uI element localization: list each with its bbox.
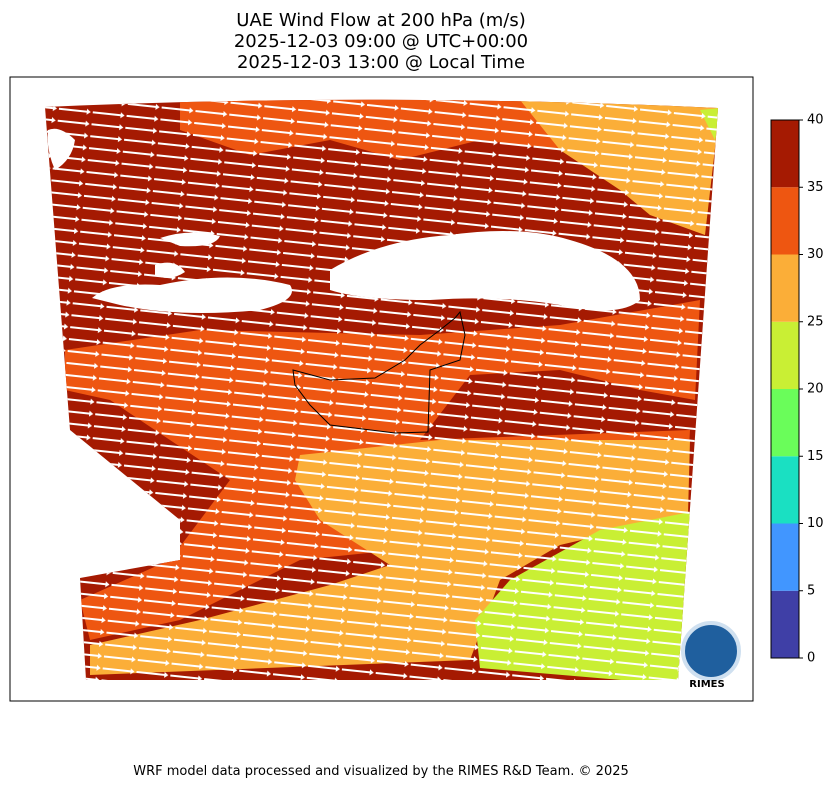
- colorbar-segment: [771, 187, 799, 255]
- uae-outline: [292, 310, 466, 434]
- colorbar-tick-label: 5: [807, 583, 815, 598]
- logo: RIMES: [681, 621, 741, 690]
- colorbar-segment: [771, 120, 799, 188]
- title-line: 2025-12-03 09:00 @ UTC+00:00: [234, 31, 528, 52]
- colorbar-segment: [771, 456, 799, 524]
- missing-data: [47, 128, 640, 314]
- colorbar-segment: [771, 321, 799, 389]
- wind-arrows: [45, 99, 718, 680]
- map-frame: [9, 76, 754, 702]
- footer: WRF model data processed and visualized …: [133, 764, 629, 779]
- logo-emblem: [681, 621, 741, 681]
- colorbar-tick-label: 0: [807, 651, 815, 666]
- wind-field: [45, 99, 718, 680]
- title-line: 2025-12-03 13:00 @ Local Time: [237, 52, 525, 73]
- colorbar-tick-label: 40: [807, 113, 824, 128]
- colorbar-segment: [771, 590, 799, 658]
- colorbar-tick-label: 10: [807, 516, 824, 531]
- colorbar-segment: [771, 254, 799, 322]
- colorbar: 0 5 10 15 20 25 30 35 40: [770, 113, 824, 666]
- colorbar-segment: [771, 389, 799, 457]
- colorbar-tick-label: 15: [807, 449, 824, 464]
- colorbar-tick-label: 25: [807, 314, 824, 329]
- colorbar-tick-label: 30: [807, 247, 824, 262]
- colorbar-tick-label: 35: [807, 180, 824, 195]
- colorbar-tick-label: 20: [807, 382, 824, 397]
- logo-text: RIMES: [689, 679, 724, 690]
- colorbar-segment: [771, 523, 799, 591]
- title-line: UAE Wind Flow at 200 hPa (m/s): [236, 10, 525, 31]
